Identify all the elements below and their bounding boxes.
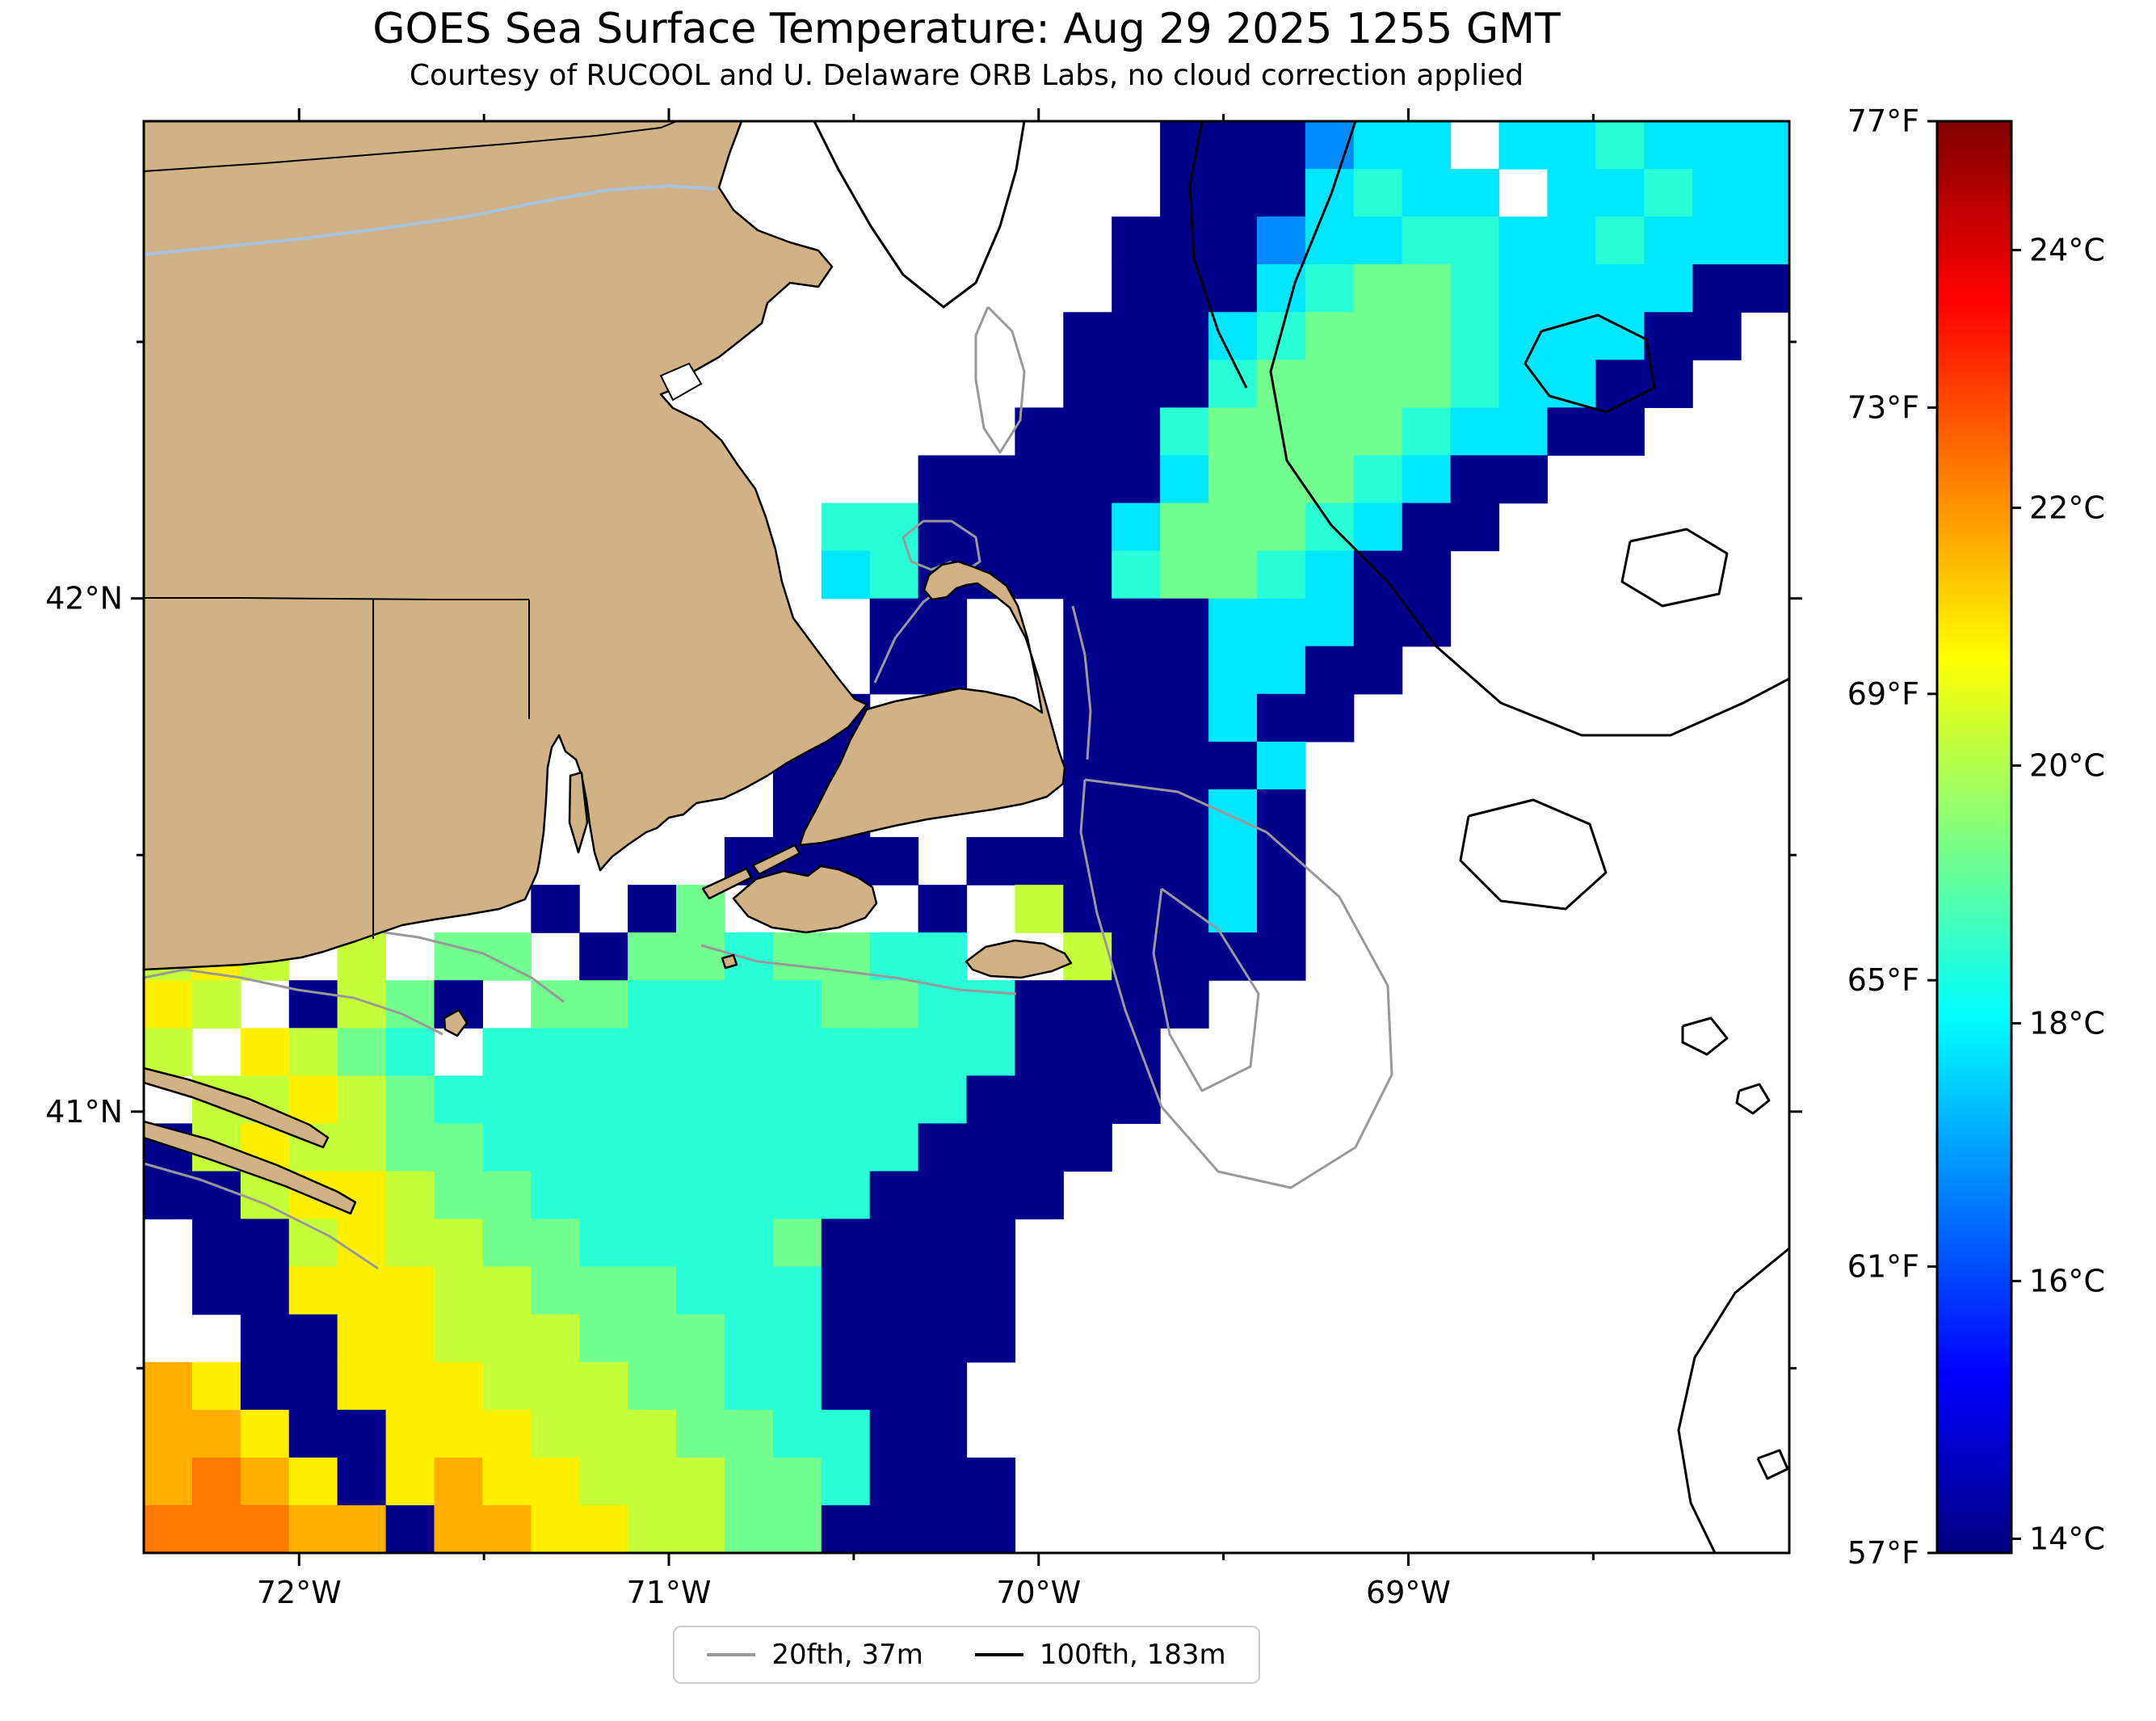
axis-tick-labels: 72°W 71°W 70°W 69°W 42°N 41°N	[45, 581, 1451, 1610]
colorbar-c-label: 14°C	[2029, 1521, 2105, 1556]
contour-100fth-line-swatch	[974, 1653, 1023, 1656]
land-layer	[142, 120, 1073, 1215]
sst-map: 72°W 71°W 70°W 69°W 42°N 41°N	[45, 108, 1802, 1610]
long-island-south-fork	[142, 1120, 357, 1215]
colorbar-canvas: 77°F 73°F 69°F 65°F 61°F 57°F 24°C 22°C 20°C 18°C…	[1847, 103, 2105, 1571]
lon-tick-label: 69°W	[1366, 1575, 1451, 1610]
aquidneck-island	[568, 771, 589, 854]
legend-box: 20fth, 37m 100fth, 183m	[673, 1626, 1260, 1684]
colorbar-c-label: 16°C	[2029, 1263, 2105, 1298]
contour-100fth-layer	[813, 120, 1790, 1554]
colorbar-ticks	[1927, 120, 2021, 1555]
page-subtitle: Courtesy of RUCOOL and U. Delaware ORB L…	[409, 59, 1524, 92]
legend-label-20fth: 20fth, 37m	[771, 1639, 923, 1671]
river-line	[143, 183, 717, 256]
colorbar-c-label: 24°C	[2029, 232, 2105, 267]
colorbar-f-label: 69°F	[1847, 676, 1919, 712]
colorbar-f-label: 73°F	[1847, 389, 1919, 425]
colorbar-gradient	[1935, 120, 2013, 1555]
colorbar-f-label: 57°F	[1847, 1535, 1919, 1571]
state-border-line	[143, 120, 678, 172]
colorbar: 77°F 73°F 69°F 65°F 61°F 57°F 24°C 22°C 20°C 18°C…	[1847, 103, 2105, 1571]
map-frame	[142, 120, 1791, 1555]
lon-tick-label: 70°W	[996, 1575, 1081, 1610]
lat-tick-label: 42°N	[45, 581, 123, 616]
legend-item-20fth: 20fth, 37m	[707, 1639, 923, 1671]
elizabeth-islands-1	[751, 844, 801, 876]
colorbar-labels: 77°F 73°F 69°F 65°F 61°F 57°F 24°C 22°C 20°C 18°C…	[1847, 103, 2105, 1571]
elizabeth-islands-2	[701, 867, 753, 900]
colorbar-f-label: 61°F	[1847, 1249, 1919, 1285]
nomans-land	[721, 953, 738, 970]
colorbar-f-label: 77°F	[1847, 103, 1919, 139]
nantucket	[965, 939, 1073, 979]
legend-label-100fth: 100fth, 183m	[1039, 1639, 1226, 1671]
sst-map-canvas: 72°W 71°W 70°W 69°W 42°N 41°N	[45, 108, 1802, 1610]
boston-harbor	[659, 362, 703, 402]
contour-20fth-line-swatch	[707, 1653, 756, 1656]
new-england-mainland	[142, 120, 868, 971]
legend-item-100fth: 100fth, 183m	[974, 1639, 1226, 1671]
cape-cod	[798, 560, 1066, 847]
lat-tick-label: 41°N	[45, 1094, 123, 1130]
block-island	[443, 1008, 469, 1037]
state-border-line	[144, 597, 529, 600]
lon-tick-label: 71°W	[627, 1575, 712, 1610]
colorbar-c-label: 18°C	[2029, 1005, 2105, 1041]
lon-tick-label: 72°W	[257, 1575, 342, 1610]
long-island-north-fork	[142, 1067, 330, 1149]
colorbar-f-label: 65°F	[1847, 962, 1919, 998]
colorbar-c-label: 20°C	[2029, 747, 2105, 783]
colorbar-c-label: 22°C	[2029, 490, 2105, 525]
contour-20fth-layer	[143, 305, 1393, 1270]
legend: 20fth, 37m 100fth, 183m	[144, 1626, 1789, 1684]
marthas-vineyard	[732, 865, 878, 934]
axis-ticks	[131, 108, 1802, 1566]
page-title: GOES Sea Surface Temperature: Aug 29 202…	[372, 5, 1561, 53]
